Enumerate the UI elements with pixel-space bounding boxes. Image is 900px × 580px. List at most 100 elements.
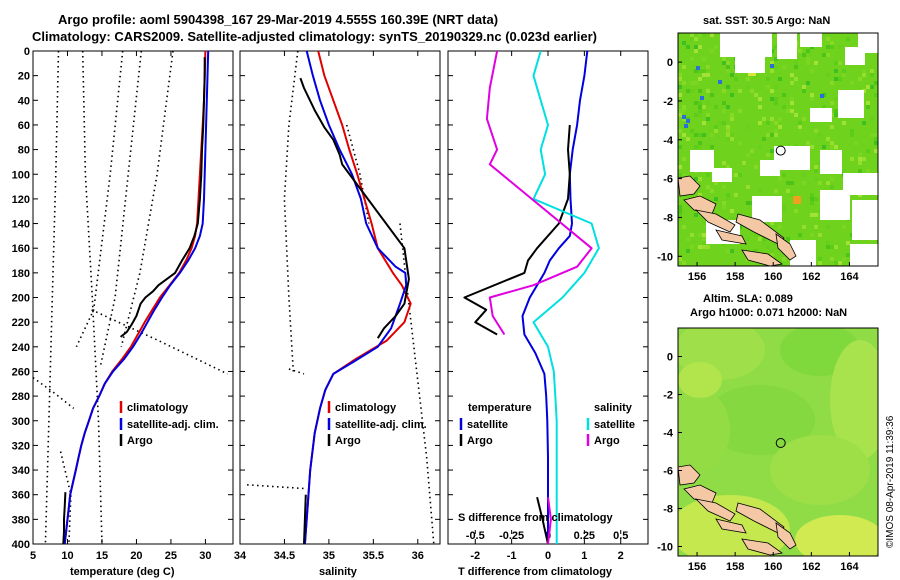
sst-pixel	[698, 33, 702, 37]
sst-pixel	[698, 101, 702, 105]
sst-pixel	[746, 185, 750, 189]
sst-pixel	[682, 109, 686, 113]
sst-pixel	[874, 81, 878, 85]
sst-pixel	[798, 49, 802, 53]
sst-pixel	[714, 105, 718, 109]
title-line-2: Climatology: CARS2009. Satellite-adjuste…	[32, 29, 597, 44]
sst-pixel	[866, 105, 870, 109]
sst-pixel	[790, 73, 794, 77]
sst-pixel	[766, 133, 770, 137]
sst-cool-pixel	[686, 119, 690, 123]
sst-pixel	[714, 45, 718, 49]
series-line-argo-deep	[62, 492, 67, 544]
map-y-tick-label: -8	[663, 504, 673, 516]
sst-pixel	[770, 97, 774, 101]
map-x-tick-label: 164	[840, 271, 859, 283]
dotted-reference-line	[120, 51, 174, 347]
sst-pixel	[726, 197, 730, 201]
map-y-tick-label: -4	[663, 135, 674, 147]
sst-pixel	[774, 65, 778, 69]
sst-cool-pixel	[700, 96, 704, 100]
sst-gap	[820, 190, 850, 220]
sst-gap	[858, 33, 878, 53]
sst-gap	[720, 33, 772, 57]
sst-pixel	[698, 113, 702, 117]
sst-pixel	[682, 261, 686, 265]
sst-pixel	[762, 137, 766, 141]
x-tick-label: 5	[30, 550, 36, 562]
sst-pixel	[726, 133, 730, 137]
difference-y-ticks	[448, 50, 648, 545]
sst-pixel	[746, 153, 750, 157]
sst-pixel	[814, 225, 818, 229]
map-y-tick-label: -2	[663, 390, 673, 402]
sst-pixel	[798, 233, 802, 237]
sst-warm-pixel	[748, 72, 756, 76]
sst-pixel	[858, 77, 862, 81]
sst-pixel	[714, 129, 718, 133]
sst-pixel	[794, 209, 798, 213]
sst-pixel	[834, 261, 838, 265]
sst-pixel	[702, 221, 706, 225]
y-tick-label: 140	[12, 219, 30, 231]
sst-pixel	[702, 233, 706, 237]
y-tick-label: 80	[18, 145, 30, 157]
sst-pixel	[746, 125, 750, 129]
sst-pixel	[786, 109, 790, 113]
sst-pixel	[710, 49, 714, 53]
sst-pixel	[830, 101, 834, 105]
sst-pixel	[810, 197, 814, 201]
sst-pixel	[702, 121, 706, 125]
sst-pixel	[830, 45, 834, 49]
sst-pixel	[694, 113, 698, 117]
sst-pixel	[726, 249, 730, 253]
series-line-satellite-adj-clim-	[303, 51, 408, 544]
salinity-x-ticks: 34 34.5 35 35.5 36	[234, 51, 424, 562]
sst-pixel	[802, 85, 806, 89]
sst-pixel	[690, 89, 694, 93]
sst-pixel	[846, 241, 850, 245]
sst-gap	[843, 173, 878, 195]
sst-pixel	[774, 189, 778, 193]
sst-pixel	[770, 133, 774, 137]
sst-pixel	[806, 61, 810, 65]
difference-panel: -2 -1 0 1 2-0.5 -0.25 0 0.25 0.5 S difference fr…	[447, 50, 649, 578]
sst-pixel	[814, 61, 818, 65]
sst-pixel	[694, 37, 698, 41]
land-new-georgia	[715, 518, 747, 534]
sla-map-title-line-1: Altim. SLA: 0.089	[703, 293, 793, 305]
sst-cool-pixel	[770, 64, 774, 68]
s-x-tick-label: 0.5	[613, 530, 628, 542]
sst-pixel	[822, 53, 826, 57]
sst-pixel	[702, 133, 706, 137]
map-y-tick-label: -2	[663, 96, 673, 108]
credit-timestamp: ©IMOS 08-Apr-2019 11:39:36	[885, 415, 896, 548]
sst-map-ticks: 156 158 160 162 164 0 -2 -4 -6 -8 -10	[657, 57, 859, 283]
sst-pixel	[690, 57, 694, 61]
s-x-tick-label: -0.25	[499, 530, 524, 542]
sst-pixel	[830, 257, 834, 261]
sla-map-title-line-2: Argo h1000: 0.071 h2000: NaN	[690, 307, 847, 319]
sst-pixel	[814, 213, 818, 217]
sst-pixel	[678, 73, 682, 77]
sst-pixel	[766, 85, 770, 89]
salinity-legend-climatology: climatology	[335, 402, 397, 414]
sst-pixel	[794, 77, 798, 81]
sst-pixel	[758, 97, 762, 101]
sst-pixel	[678, 165, 682, 169]
sst-pixel	[850, 157, 854, 161]
x-tick-label: 30	[199, 550, 211, 562]
series-line-argo	[299, 77, 410, 339]
sst-pixel	[866, 85, 870, 89]
sst-pixel	[702, 105, 706, 109]
x-tick-label: 15	[96, 550, 108, 562]
sst-pixel	[838, 77, 842, 81]
sst-pixel	[834, 61, 838, 65]
sst-pixel	[698, 109, 702, 113]
sst-pixel	[826, 73, 830, 77]
sst-pixel	[690, 33, 694, 37]
sst-pixel	[834, 245, 838, 249]
sst-pixel	[806, 81, 810, 85]
sst-pixel	[726, 129, 730, 133]
sst-pixel	[678, 113, 682, 117]
